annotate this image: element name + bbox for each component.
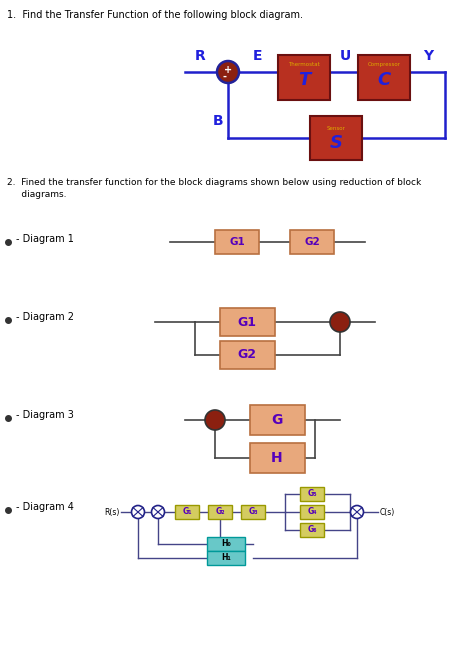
- Text: H: H: [271, 451, 283, 465]
- Bar: [300, 505, 324, 519]
- Bar: [250, 443, 305, 473]
- Text: -: -: [223, 72, 227, 82]
- Text: E: E: [253, 49, 263, 63]
- Bar: [175, 505, 199, 519]
- Bar: [207, 551, 245, 565]
- Text: G₃: G₃: [248, 507, 258, 516]
- Text: R(s): R(s): [105, 507, 120, 516]
- Circle shape: [217, 61, 239, 83]
- Bar: [215, 230, 259, 254]
- Text: diagrams.: diagrams.: [7, 190, 66, 199]
- Text: G2: G2: [304, 237, 320, 247]
- Bar: [241, 505, 265, 519]
- Text: 1.  Find the Transfer Function of the following block diagram.: 1. Find the Transfer Function of the fol…: [7, 10, 303, 20]
- Bar: [207, 537, 245, 551]
- Text: G₆: G₆: [307, 526, 317, 535]
- Text: G₂: G₂: [215, 507, 225, 516]
- Bar: [278, 55, 330, 100]
- Text: R: R: [195, 49, 205, 63]
- Text: Compressor: Compressor: [367, 62, 401, 67]
- Text: B: B: [213, 114, 223, 128]
- Text: G₄: G₄: [307, 507, 317, 516]
- Text: G1: G1: [229, 237, 245, 247]
- Text: - Diagram 3: - Diagram 3: [16, 410, 74, 420]
- Bar: [358, 55, 410, 100]
- Bar: [300, 487, 324, 501]
- Bar: [310, 116, 362, 160]
- Text: G: G: [271, 413, 283, 427]
- Text: Thermostat: Thermostat: [288, 62, 320, 67]
- Text: - Diagram 2: - Diagram 2: [16, 312, 74, 322]
- Text: U: U: [339, 49, 351, 63]
- Circle shape: [205, 410, 225, 430]
- Bar: [208, 505, 232, 519]
- Circle shape: [152, 505, 164, 518]
- Text: Sensor: Sensor: [327, 126, 346, 131]
- Bar: [220, 308, 275, 336]
- Text: 2.  Fined the transfer function for the block diagrams shown below using reducti: 2. Fined the transfer function for the b…: [7, 178, 421, 187]
- Text: - Diagram 4: - Diagram 4: [16, 502, 74, 512]
- Circle shape: [131, 505, 145, 518]
- Text: +: +: [224, 65, 232, 75]
- Bar: [290, 230, 334, 254]
- Bar: [220, 341, 275, 369]
- Text: S: S: [329, 134, 343, 152]
- Text: H₁: H₁: [221, 554, 231, 563]
- Bar: [300, 523, 324, 537]
- Text: G2: G2: [237, 349, 256, 361]
- Text: H₀: H₀: [221, 539, 231, 548]
- Circle shape: [330, 312, 350, 332]
- Text: G₁: G₁: [182, 507, 192, 516]
- Text: C(s): C(s): [380, 507, 395, 516]
- Text: T: T: [298, 71, 310, 89]
- Text: C: C: [377, 71, 391, 89]
- Text: Y: Y: [423, 49, 433, 63]
- Text: - Diagram 1: - Diagram 1: [16, 234, 74, 244]
- Text: G1: G1: [237, 316, 256, 329]
- Text: G₅: G₅: [307, 490, 317, 499]
- Circle shape: [350, 505, 364, 518]
- Bar: [250, 405, 305, 435]
